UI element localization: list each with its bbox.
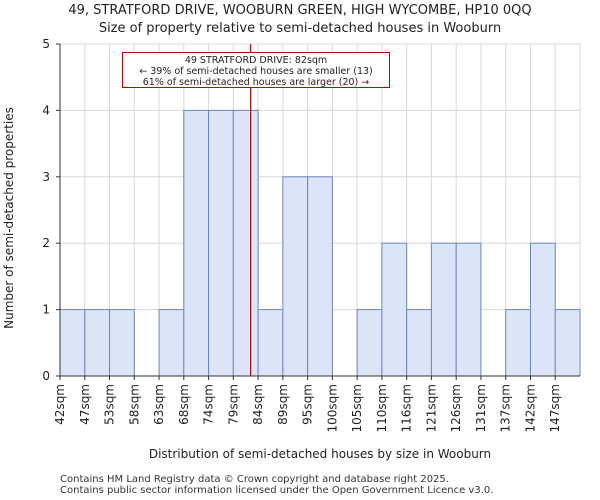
histogram-bar [257,309,284,377]
x-tick-label: 42sqm [53,384,67,425]
chart-title: 49, STRATFORD DRIVE, WOOBURN GREEN, HIGH… [68,3,532,18]
x-tick-label: 53sqm [103,384,117,425]
y-tick-label: 4 [42,103,50,117]
x-tick-label: 116sqm [400,384,414,432]
x-tick-label: 68sqm [177,384,191,425]
histogram-bar [208,109,234,377]
x-tick-label: 63sqm [152,384,166,425]
x-tick-label: 95sqm [301,384,315,425]
x-tick-label: 100sqm [325,384,339,432]
histogram-bar [529,242,556,377]
histogram-bar [183,109,210,377]
histogram-bar [430,242,457,377]
histogram-bar [381,242,408,377]
x-tick-label: 74sqm [202,384,216,425]
property-annotation-box: 49 STRATFORD DRIVE: 82sqm ← 39% of semi-… [122,52,390,88]
footer-licence: Contains public sector information licen… [60,485,494,496]
y-tick-label: 0 [42,369,50,383]
x-tick-label: 79sqm [226,384,240,425]
y-tick-label: 2 [42,236,50,250]
x-tick-label: 131sqm [474,384,488,432]
histogram-bar [59,309,86,377]
histogram-bar [307,176,333,377]
x-tick-label: 110sqm [375,384,389,432]
x-tick-label: 58sqm [127,384,141,425]
histogram-bar [232,109,259,377]
annotation-line-2: ← 39% of semi-detached houses are smalle… [139,66,373,77]
y-tick-label: 3 [42,170,50,184]
x-tick-label: 89sqm [276,384,290,425]
histogram-bar [356,309,383,377]
x-tick-label: 142sqm [523,384,537,432]
histogram-bar [282,176,309,377]
histogram-bar [554,309,581,377]
x-tick-label: 84sqm [251,384,265,425]
histogram-bar [406,309,432,377]
x-tick-label: 137sqm [499,384,513,432]
chart-subtitle: Size of property relative to semi-detach… [98,21,502,36]
annotation-line-3: 61% of semi-detached houses are larger (… [142,77,370,88]
y-axis-label: Number of semi-detached properties [2,107,16,329]
histogram-bar [455,242,482,377]
footer-copyright: Contains HM Land Registry data © Crown c… [60,474,449,485]
x-axis-label: Distribution of semi-detached houses by … [149,447,491,461]
annotation-line-1: 49 STRATFORD DRIVE: 82sqm [184,55,328,66]
histogram-bar [109,309,135,377]
x-tick-label: 126sqm [449,384,463,432]
y-tick-label: 1 [42,303,50,317]
histogram-bar [84,309,111,377]
histogram-bar [158,309,185,377]
x-tick-label: 121sqm [424,384,438,432]
x-tick-label: 147sqm [548,384,562,432]
histogram-bar [505,309,531,377]
x-tick-label: 105sqm [350,384,364,432]
x-tick-label: 47sqm [78,384,92,425]
y-tick-label: 5 [42,37,50,51]
